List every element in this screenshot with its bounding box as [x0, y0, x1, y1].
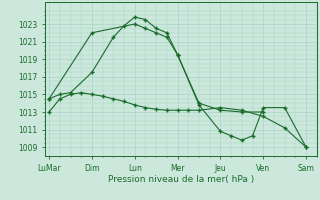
X-axis label: Pression niveau de la mer( hPa ): Pression niveau de la mer( hPa ) — [108, 175, 254, 184]
